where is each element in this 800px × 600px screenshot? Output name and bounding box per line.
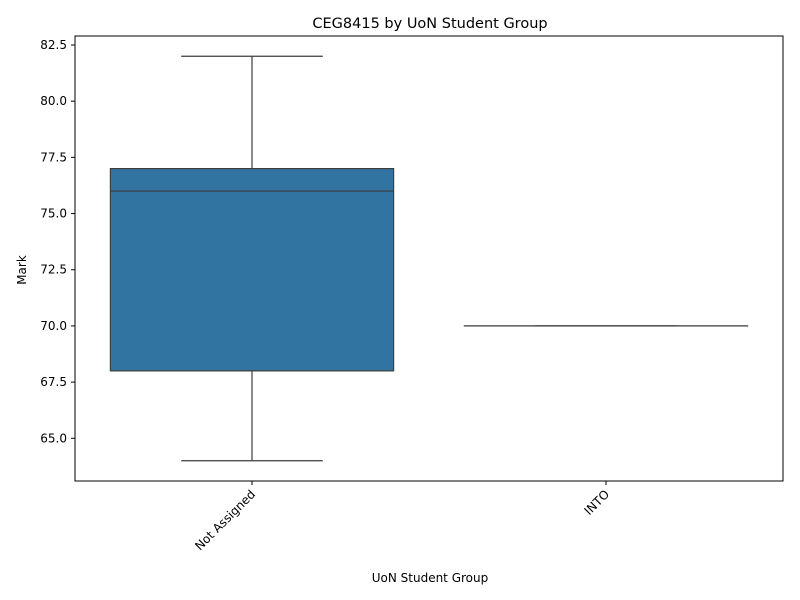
y-tick-label: 65.0 bbox=[40, 431, 67, 445]
x-tick-label: INTO bbox=[582, 487, 613, 518]
box-0 bbox=[109, 168, 395, 372]
y-tick-label: 75.0 bbox=[40, 207, 67, 221]
plot-frame bbox=[74, 35, 784, 482]
y-tick-label: 70.0 bbox=[40, 319, 67, 333]
plot-area: 65.0 67.5 70.0 72.5 75.0 77.5 80.0 82.5 Not Assi… bbox=[40, 35, 784, 553]
y-tick-label: 67.5 bbox=[40, 375, 67, 389]
y-axis-label: Mark bbox=[15, 255, 29, 285]
y-tick-label: 77.5 bbox=[40, 150, 67, 164]
x-tick-label: Not Assigned bbox=[192, 487, 258, 553]
y-tick-label: 82.5 bbox=[40, 38, 67, 52]
x-axis-label: UoN Student Group bbox=[372, 571, 489, 585]
y-tick-label: 72.5 bbox=[40, 263, 67, 277]
y-tick-label: 80.0 bbox=[40, 94, 67, 108]
chart-title: CEG8415 by UoN Student Group bbox=[312, 16, 547, 32]
